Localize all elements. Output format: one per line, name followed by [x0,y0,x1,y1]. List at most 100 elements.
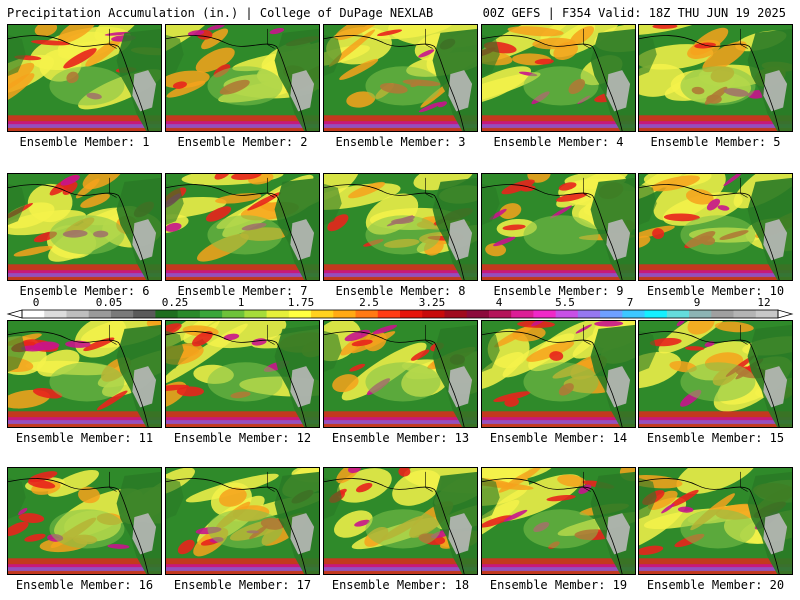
member-caption: Ensemble Member: 13 [331,431,470,445]
colorbar-swatch [355,310,379,318]
precip-map [324,321,477,427]
precip-map [166,25,319,131]
member-map-panel [638,467,793,575]
precip-map [482,25,635,131]
member-map-panel [165,467,320,575]
colorbar-swatch [199,310,223,318]
colorbar-tick-label: 0 [33,296,40,309]
colorbar-swatch [511,310,534,318]
precip-map [324,468,477,574]
member-map-panel [165,24,320,132]
colorbar-swatch [177,310,201,318]
colorbar-swatch [266,310,290,318]
colorbar-swatch [377,310,401,318]
colorbar-swatch [333,310,357,318]
colorbar-tick-label: 1 [238,296,245,309]
colorbar-swatch [244,310,268,318]
member-map-panel [323,467,478,575]
precip-map [8,25,161,131]
member-map-panel [638,24,793,132]
colorbar-tick-label: 0.25 [162,296,189,309]
precip-map [639,174,792,280]
member-map-panel [7,24,162,132]
colorbar-tick-label: 2.5 [359,296,379,309]
member-caption: Ensemble Member: 17 [173,578,312,592]
member-map-panel [481,320,636,428]
member-caption: Ensemble Member: 4 [493,135,624,149]
colorbar-swatch [555,310,579,318]
run-info: 00Z GEFS | F354 Valid: 18Z THU JUN 19 20… [482,6,786,20]
member-map-panel [481,24,636,132]
member-caption: Ensemble Member: 12 [173,431,312,445]
precip-map [8,468,161,574]
page-title: Precipitation Accumulation (in.) | Colle… [7,6,434,20]
member-map-panel [165,173,320,281]
precip-map [639,321,792,427]
colorbar-swatch [666,310,690,318]
colorbar-swatch [422,310,445,318]
member-caption: Ensemble Member: 15 [646,431,785,445]
colorbar-tick-label: 5.5 [555,296,575,309]
colorbar-outline [21,309,779,319]
member-caption: Ensemble Member: 19 [489,578,628,592]
colorbar-swatch [488,310,512,318]
colorbar-tick-label: 0.05 [96,296,123,309]
member-caption: Ensemble Member: 2 [177,135,308,149]
precip-map [482,321,635,427]
colorbar-swatch [110,310,134,318]
colorbar-swatch [733,310,757,318]
colorbar-swatch [288,310,312,318]
colorbar-swatch [466,310,490,318]
precip-map [166,174,319,280]
precip-map [639,25,792,131]
colorbar-tick-label: 9 [694,296,701,309]
colorbar-swatch [533,310,557,318]
member-caption: Ensemble Member: 18 [331,578,470,592]
colorbar-tick-label: 4 [496,296,503,309]
member-map-panel [165,320,320,428]
precip-map [166,321,319,427]
member-map-panel [7,467,162,575]
member-map-panel [7,173,162,281]
colorbar-swatch [222,310,245,318]
precip-map [324,174,477,280]
colorbar-min-arrow [6,309,23,319]
member-map-panel [638,173,793,281]
precip-map [8,321,161,427]
colorbar-swatch [711,310,735,318]
member-caption: Ensemble Member: 7 [177,284,308,298]
colorbar-swatch [644,310,668,318]
member-caption: Ensemble Member: 20 [646,578,785,592]
colorbar-swatch [22,310,45,318]
member-map-panel [638,320,793,428]
colorbar-swatch [66,310,90,318]
colorbar-swatch [400,310,423,318]
precip-map [482,468,635,574]
colorbar-swatch [133,310,156,318]
colorbar-swatch [88,310,112,318]
member-map-panel [323,320,478,428]
member-caption: Ensemble Member: 3 [335,135,466,149]
precip-map [639,468,792,574]
colorbar-tick-label: 7 [627,296,634,309]
precip-map [8,174,161,280]
member-caption: Ensemble Member: 9 [493,284,624,298]
member-caption: Ensemble Member: 10 [646,284,785,298]
member-map-panel [481,467,636,575]
member-map-panel [7,320,162,428]
member-map-panel [323,24,478,132]
member-caption: Ensemble Member: 8 [335,284,466,298]
colorbar-swatch [689,310,712,318]
colorbar-swatch [44,310,67,318]
precip-colorbar: 0 0.05 0.25 1 1.75 2.5 3.25 4 5.5 7 9 12 [6,296,794,319]
colorbar-tick-label: 1.75 [288,296,315,309]
member-map-panel [323,173,478,281]
member-caption: Ensemble Member: 16 [15,578,154,592]
colorbar-tick-label: 12 [757,296,770,309]
colorbar-swatch [155,310,179,318]
colorbar-swatch [577,310,601,318]
colorbar-swatch [600,310,623,318]
colorbar-swatch [755,310,779,318]
precip-map [324,25,477,131]
colorbar-swatch [311,310,334,318]
